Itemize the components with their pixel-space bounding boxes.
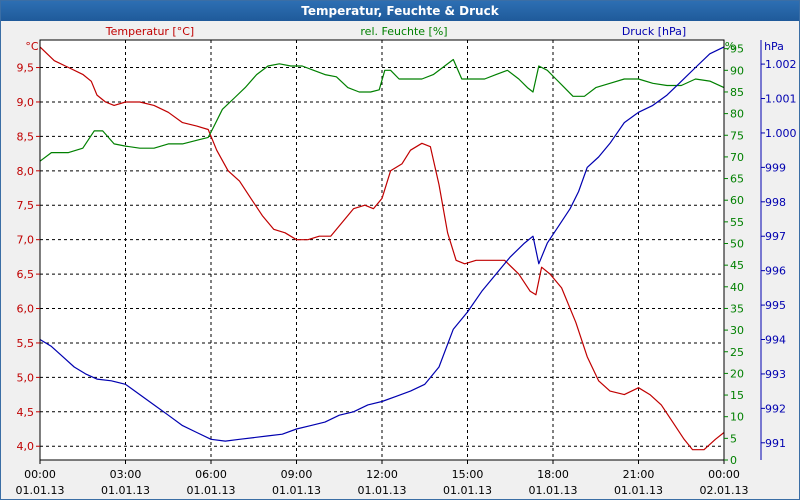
hum-tick-label: 45 [730, 259, 744, 272]
press-tick-label: 1.002 [765, 58, 797, 71]
temp-tick-label: 7,5 [17, 199, 35, 212]
hum-tick-label: 20 [730, 367, 744, 380]
hum-tick-label: 65 [730, 173, 744, 186]
temp-tick-label: 5,5 [17, 337, 35, 350]
hum-tick-label: 85 [730, 86, 744, 99]
hum-tick-label: 60 [730, 194, 744, 207]
x-tick-label-time: 09:00 [281, 468, 313, 481]
temp-tick-label: 4,5 [17, 406, 35, 419]
x-tick-label-time: 12:00 [366, 468, 398, 481]
x-tick-label-time: 00:00 [24, 468, 56, 481]
hum-tick-label: 0 [730, 454, 737, 467]
x-tick-label-date: 02.01.13 [700, 484, 749, 497]
grid [40, 40, 724, 460]
x-tick-label-date: 01.01.13 [272, 484, 321, 497]
press-tick-label: 991 [765, 437, 786, 450]
x-tick-label-time: 06:00 [195, 468, 227, 481]
chart-title: Temperatur, Feuchte & Druck [1, 1, 799, 21]
x-tick-label-time: 00:00 [708, 468, 740, 481]
temp-tick-label: 6,0 [17, 303, 35, 316]
humidity-line [39, 58, 725, 162]
temp-tick-label: 6,5 [17, 268, 35, 281]
temp-axis-title: Temperatur [°C] [105, 25, 194, 38]
x-tick-label-time: 15:00 [452, 468, 484, 481]
x-tick-label-date: 01.01.13 [443, 484, 492, 497]
hum-tick-label: 35 [730, 302, 744, 315]
hum-axis-title: rel. Feuchte [%] [360, 25, 447, 38]
temp-tick-label: 9,0 [17, 96, 35, 109]
hum-tick-label: 55 [730, 216, 744, 229]
hum-tick-label: 90 [730, 64, 744, 77]
press-tick-label: 994 [765, 334, 786, 347]
hum-tick-label: 40 [730, 281, 744, 294]
hum-tick-label: 30 [730, 324, 744, 337]
hum-tick-label: 15 [730, 389, 744, 402]
x-tick-label-time: 21:00 [623, 468, 655, 481]
x-tick-label-date: 01.01.13 [16, 484, 65, 497]
x-tick-label-time: 18:00 [537, 468, 569, 481]
pressure-line [39, 46, 725, 442]
hum-tick-label: 80 [730, 108, 744, 121]
hum-tick-label: 50 [730, 238, 744, 251]
temperature-line [39, 46, 725, 451]
press-unit-label: hPa [764, 40, 784, 53]
temp-tick-label: 9,5 [17, 62, 35, 75]
press-axis-title: Druck [hPa] [622, 25, 686, 38]
x-tick-label-date: 01.01.13 [358, 484, 407, 497]
press-tick-label: 997 [765, 230, 786, 243]
hum-tick-label: 10 [730, 411, 744, 424]
hum-tick-label: 5 [730, 432, 737, 445]
x-tick-label-date: 01.01.13 [529, 484, 578, 497]
hum-unit-label: % [725, 40, 735, 53]
temp-tick-label: 5,0 [17, 371, 35, 384]
press-tick-label: 1.001 [765, 93, 797, 106]
press-tick-label: 996 [765, 265, 786, 278]
hum-tick-label: 70 [730, 151, 744, 164]
temp-tick-label: 4,0 [17, 440, 35, 453]
press-tick-label: 1.000 [765, 127, 797, 140]
x-tick-label-date: 01.01.13 [101, 484, 150, 497]
hum-tick-label: 95 [730, 43, 744, 56]
temp-tick-label: 8,0 [17, 165, 35, 178]
press-tick-label: 998 [765, 196, 786, 209]
series-layer [39, 46, 725, 451]
temp-tick-label: 8,5 [17, 130, 35, 143]
temp-tick-label: 7,0 [17, 234, 35, 247]
temp-unit-label: °C [25, 40, 39, 53]
press-tick-label: 992 [765, 402, 786, 415]
hum-tick-label: 75 [730, 129, 744, 142]
press-tick-label: 999 [765, 161, 786, 174]
press-tick-label: 993 [765, 368, 786, 381]
press-tick-label: 995 [765, 299, 786, 312]
axes-layer: 00:00 01.01.13 03:00 01.01.13 06:00 01.01.13 0… [16, 25, 797, 497]
x-tick-label-time: 03:00 [110, 468, 142, 481]
x-tick-label-date: 01.01.13 [614, 484, 663, 497]
x-tick-label-date: 01.01.13 [187, 484, 236, 497]
hum-tick-label: 25 [730, 346, 744, 359]
